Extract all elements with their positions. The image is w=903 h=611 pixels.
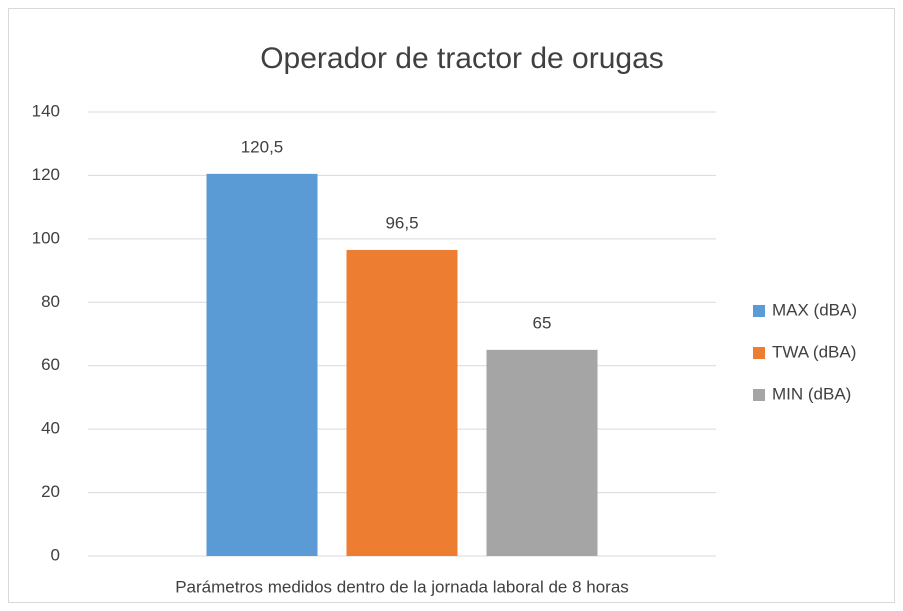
y-tick-label: 100 xyxy=(32,228,60,247)
chart-title: Operador de tractor de orugas xyxy=(260,42,664,75)
y-tick-label: 60 xyxy=(41,355,60,374)
y-tick-label: 0 xyxy=(51,545,60,564)
legend-swatch xyxy=(753,305,765,317)
bar xyxy=(486,349,598,556)
legend-label: MAX (dBA) xyxy=(772,300,857,319)
legend-label: MIN (dBA) xyxy=(772,384,851,403)
legend-swatch xyxy=(753,389,765,401)
y-tick-label: 140 xyxy=(32,101,60,120)
data-label: 120,5 xyxy=(241,137,284,156)
legend-label: TWA (dBA) xyxy=(772,342,856,361)
data-label: 65 xyxy=(533,313,552,332)
y-tick-label: 120 xyxy=(32,165,60,184)
x-tick-label: Parámetros medidos dentro de la jornada … xyxy=(175,577,629,596)
data-label: 96,5 xyxy=(385,213,418,232)
legend-swatch xyxy=(753,347,765,359)
bar xyxy=(346,249,458,556)
y-tick-label: 20 xyxy=(41,482,60,501)
bar xyxy=(206,173,318,557)
y-tick-label: 80 xyxy=(41,292,60,311)
y-tick-label: 40 xyxy=(41,419,60,438)
